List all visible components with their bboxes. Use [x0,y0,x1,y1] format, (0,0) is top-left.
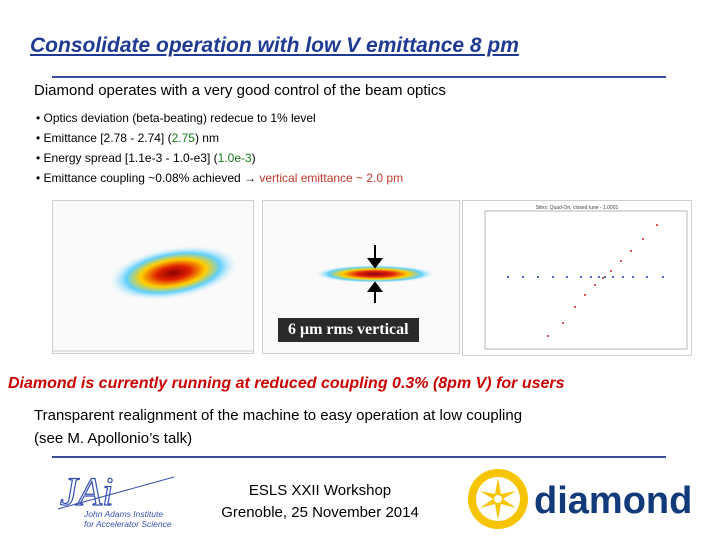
realignment-line: Transparent realignment of the machine t… [34,407,523,424]
beam-profile-middle-image [315,245,435,303]
bullet-item: • Emittance [2.78 - 2.74] (2.75) nm [36,131,219,145]
workshop-date: Grenoble, 25 November 2014 [221,504,419,521]
subtitle: Diamond operates with a very good contro… [34,82,446,99]
bullet-item: • Energy spread [1.1e-3 - 1.0-e3] (1.0e-… [36,151,256,165]
bullet-item: • Emittance coupling ~0.08% achieved → v… [36,171,404,185]
workshop-name: ESLS XXII Workshop [248,482,392,499]
tune-scatter-plot: Sites: Quad-On, closed tune - 1.0001 [462,200,692,356]
arrow-icons [367,245,383,303]
diamond-logo: diamond [462,466,712,532]
scatter-title: Sites: Quad-On, closed tune - 1.0001 [536,205,619,211]
tune-scatter-image: Sites: Quad-On, closed tune - 1.0001 [484,205,688,350]
workshop-info: ESLS XXII Workshop Grenoble, 25 November… [200,480,440,524]
svg-text:JAi: JAi [60,469,113,514]
diamond-coupling-statement: Diamond is currently running at reduced … [8,375,565,392]
apollonio-reference: (see M. Apollonio’s talk) [34,430,193,447]
svg-text:diamond: diamond [534,480,692,522]
realignment-note: Transparent realignment of the machine t… [34,404,522,450]
svg-text:for Accelerator Science: for Accelerator Science [84,519,172,529]
svg-text:John Adams Institute: John Adams Institute [83,509,163,519]
bullet-list: • Optics deviation (beta-beating) redecu… [36,108,403,188]
rms-vertical-label: 6 μm rms vertical [278,318,419,342]
bullet-item: • Optics deviation (beta-beating) redecu… [36,111,316,125]
slide-title: Consolidate operation with low V emittan… [30,34,519,57]
beam-profile-left-plot [52,200,254,354]
footer-divider [52,456,666,458]
title-divider [52,76,666,78]
beam-profile-left-image [53,245,253,352]
starburst-icon [468,469,528,529]
jai-logo: JAi John Adams Institute for Accelerator… [54,465,204,531]
